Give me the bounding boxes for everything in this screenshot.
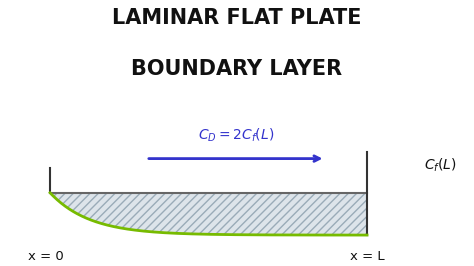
Polygon shape	[50, 193, 367, 235]
Text: x = 0: x = 0	[28, 250, 64, 263]
Text: $C_D = 2C_f(L)$: $C_D = 2C_f(L)$	[198, 127, 274, 144]
Text: BOUNDARY LAYER: BOUNDARY LAYER	[131, 59, 343, 78]
Text: LAMINAR FLAT PLATE: LAMINAR FLAT PLATE	[112, 8, 362, 28]
Text: x = L: x = L	[350, 250, 384, 263]
Text: $C_f(L)$: $C_f(L)$	[424, 156, 457, 174]
